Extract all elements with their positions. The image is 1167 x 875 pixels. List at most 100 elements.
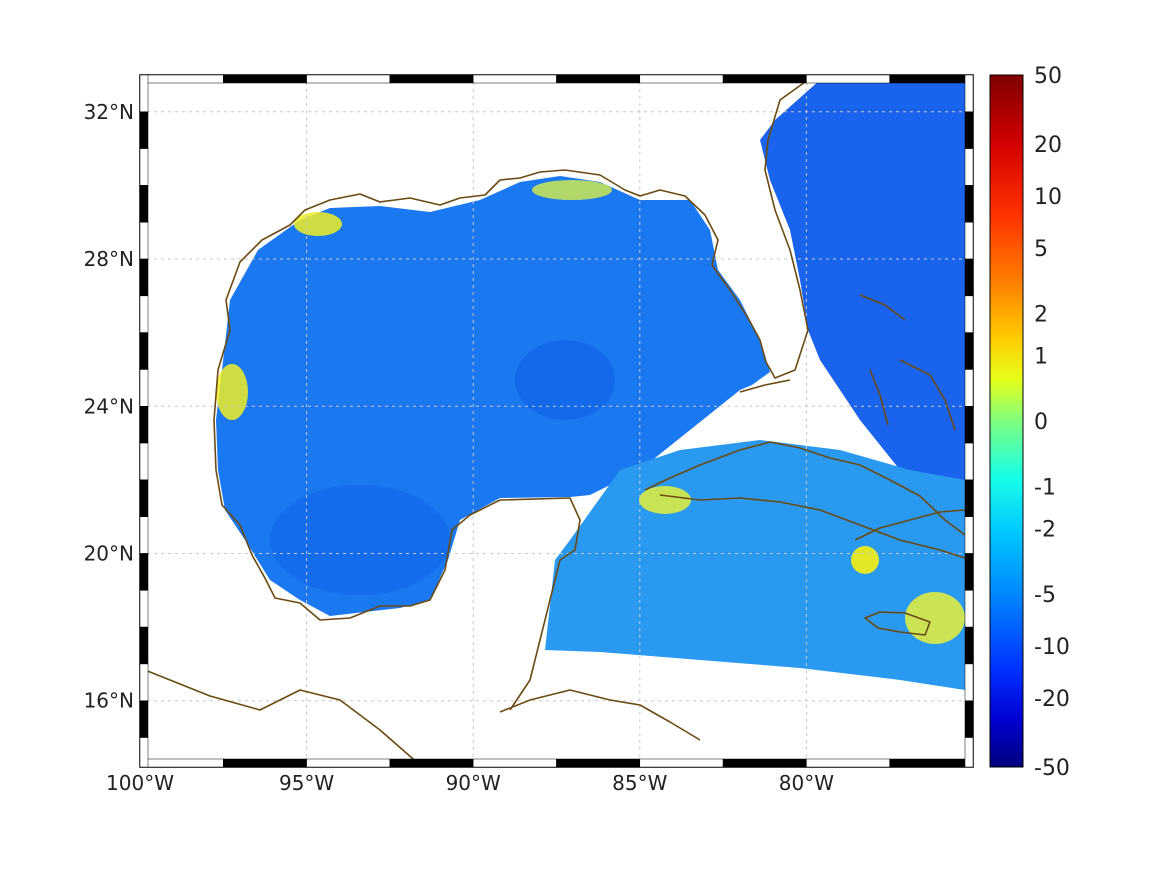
bahamas-coastline: [859, 294, 956, 431]
grid-lines: [140, 75, 973, 767]
border-segment: [964, 516, 974, 554]
lon-label: 100°W: [106, 771, 174, 795]
border-segment: [223, 74, 307, 84]
border-segment: [964, 295, 974, 333]
colorbar-label: -5: [1034, 583, 1056, 608]
colorbar-label: 10: [1034, 185, 1062, 210]
border-segment: [806, 758, 890, 768]
lon-label: 90°W: [446, 771, 501, 795]
border-segment: [139, 626, 149, 665]
border-segment: [964, 700, 974, 738]
border-segment: [964, 553, 974, 591]
cool-patch-sw: [270, 485, 450, 595]
lat-label: 28°N: [84, 247, 134, 271]
colorbar-label: 50: [1034, 64, 1062, 89]
border-segment: [964, 626, 974, 665]
border-segment: [139, 553, 149, 591]
border-segment: [223, 758, 307, 768]
warm-patch-texas: [294, 212, 342, 236]
border-segment: [964, 406, 974, 444]
border-segment: [389, 758, 474, 768]
border-segment: [139, 332, 149, 370]
border-segment: [139, 758, 224, 768]
border-segment: [964, 185, 974, 223]
border-segment: [139, 700, 149, 738]
colorbar-label: -20: [1034, 687, 1070, 712]
latitude-labels: 32°N 28°N 24°N 20°N 16°N: [84, 100, 134, 713]
border-segment: [964, 258, 974, 297]
warm-patch-jamaica: [905, 592, 965, 644]
border-segment: [139, 442, 149, 481]
lat-label: 16°N: [84, 689, 134, 713]
keys-coastline: [739, 379, 791, 393]
colorbar-label: 5: [1034, 237, 1048, 262]
border-segment: [964, 737, 974, 768]
border-segment: [139, 74, 149, 113]
border-segment: [139, 111, 149, 149]
border-segment: [806, 74, 890, 84]
border-segment: [964, 74, 974, 113]
border-segment: [722, 74, 807, 84]
lon-label: 85°W: [612, 771, 667, 795]
warm-patch-haiti: [851, 546, 879, 574]
border-segment: [556, 74, 641, 84]
border-segment: [139, 221, 149, 260]
border-segment: [889, 758, 974, 768]
border-segment: [964, 148, 974, 186]
colorbar-label: -50: [1034, 756, 1070, 781]
colorbar-label: 2: [1034, 303, 1048, 328]
data-field: [216, 80, 965, 690]
border-segment: [964, 111, 974, 149]
warm-patch-west: [216, 364, 248, 420]
gulf-field: [216, 176, 770, 616]
border-segment: [964, 479, 974, 517]
central-america-coastline: [140, 667, 701, 766]
border-segment: [964, 369, 974, 407]
cuba-coastline: [644, 441, 966, 559]
border-segment: [964, 332, 974, 370]
border-segment: [889, 74, 974, 84]
warm-patch-louisiana: [532, 180, 612, 200]
border-segment: [139, 258, 149, 297]
border-segment: [139, 148, 149, 186]
border-segment: [139, 516, 149, 554]
border-segment: [139, 663, 149, 701]
lat-label: 24°N: [84, 394, 134, 418]
colorbar-label: -2: [1034, 517, 1056, 542]
colorbar-label: -10: [1034, 635, 1070, 660]
colorbar-label: 1: [1034, 344, 1048, 369]
border-segment: [964, 221, 974, 260]
warm-patch-cuba: [639, 486, 691, 514]
border-segment: [472, 74, 557, 84]
border-segment: [139, 295, 149, 333]
border-segment: [139, 479, 149, 517]
border-segment: [139, 185, 149, 223]
coastlines: [140, 75, 966, 766]
hispaniola-coastline: [854, 509, 966, 541]
cool-patch-center: [515, 340, 615, 420]
border-segment: [139, 590, 149, 628]
mexico-coastline: [215, 469, 581, 711]
lat-label: 20°N: [84, 542, 134, 566]
border-segment: [139, 406, 149, 444]
colorbar-label: 0: [1034, 410, 1048, 435]
us-gulf-coastline: [213, 75, 821, 471]
border-segment: [722, 758, 807, 768]
lon-label: 80°W: [779, 771, 834, 795]
border-segment: [964, 590, 974, 628]
border-segment: [556, 758, 641, 768]
atlantic-field: [760, 80, 965, 500]
frame-checker-border: [139, 74, 974, 768]
colorbar-label: 20: [1034, 133, 1062, 158]
border-segment: [964, 442, 974, 481]
jamaica-coastline: [864, 611, 931, 636]
border-segment: [964, 663, 974, 701]
border-segment: [639, 74, 724, 84]
colorbar-label: -1: [1034, 476, 1056, 501]
lat-label: 32°N: [84, 100, 134, 124]
border-segment: [139, 369, 149, 407]
border-segment: [139, 74, 224, 84]
border-segment: [306, 758, 391, 768]
